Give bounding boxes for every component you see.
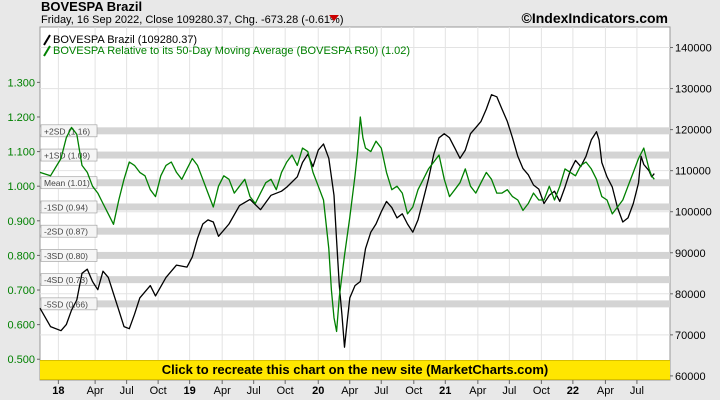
left-tick-label: 0.600 (7, 320, 35, 332)
x-tick-label: 19 (184, 385, 196, 397)
right-tick-label: 80000 (675, 289, 706, 301)
x-tick-label: Apr (87, 385, 104, 397)
right-tick-label: 90000 (675, 248, 706, 260)
x-tick-label: 22 (567, 385, 579, 397)
sd-band-label-box (40, 124, 98, 138)
x-tick-label: Apr (214, 385, 231, 397)
sd-band (40, 179, 670, 187)
chart-subtitle: Friday, 16 Sep 2022, Close 109280.37, Ch… (41, 14, 343, 26)
sd-band-label: -2SD (0.87) (44, 227, 88, 237)
sd-band-label: -3SD (0.80) (44, 251, 88, 261)
x-axis: 18 Apr Jul Oct 19 Apr Jul Oct 20 Apr Jul Oct 21 Apr Ju… (52, 380, 644, 397)
sd-band (40, 127, 670, 135)
x-tick-label: Oct (533, 385, 550, 397)
sd-band (40, 203, 670, 211)
chart-title: BOVESPA Brazil (41, 0, 142, 14)
sd-band-label-box (40, 273, 98, 286)
x-tick-label: Jul (374, 385, 388, 397)
series-line-bovespa (39, 94, 655, 348)
legend-black-swatch (43, 34, 51, 46)
sd-band-label-box (40, 297, 98, 311)
x-tick-label: Oct (150, 385, 167, 397)
legend-label-bovespa: BOVESPA Brazil (109280.37) (53, 34, 197, 46)
x-tick-label: 20 (312, 385, 324, 397)
x-tick-label: 18 (52, 385, 64, 397)
x-tick-label: Apr (597, 385, 614, 397)
left-tick-label: 0.800 (7, 250, 35, 262)
left-tick-label: 0.500 (7, 354, 35, 366)
sd-band-label: +1SD (1.09) (44, 151, 90, 161)
right-tick-label: 60000 (675, 371, 706, 383)
left-tick-label: 1.200 (7, 112, 35, 124)
sd-band-label: +2SD (1.16) (44, 126, 90, 136)
x-tick-label: Oct (405, 385, 422, 397)
series-lines (39, 94, 655, 348)
x-tick-label: Jul (630, 385, 644, 397)
site-label[interactable]: ©IndexIndicators.com (522, 10, 668, 26)
right-tick-label: 120000 (675, 125, 712, 137)
x-tick-label: Oct (277, 385, 294, 397)
sd-band (40, 151, 670, 159)
series-line-r50 (39, 116, 655, 333)
right-tick-label: 100000 (675, 207, 712, 219)
x-tick-label: Jul (247, 385, 261, 397)
left-tick-label: 1.100 (7, 147, 35, 159)
sd-band (40, 227, 670, 235)
left-tick-label: 0.700 (7, 285, 35, 297)
right-tick-label: 130000 (675, 84, 712, 96)
right-axis: 140000 130000 120000 110000 100000 90000 80000… (670, 43, 712, 383)
sd-band (40, 276, 670, 284)
left-tick-label: 1.300 (7, 77, 35, 89)
legend-label-r50: BOVESPA Relative to its 50-Day Moving Av… (53, 45, 410, 57)
sd-band-label: Mean (1.01) (44, 178, 90, 188)
sd-band-label: -1SD (0.94) (44, 202, 88, 212)
sd-band (40, 300, 670, 308)
legend: BOVESPA Brazil (109280.37) BOVESPA Relat… (43, 34, 410, 57)
x-tick-label: Apr (341, 385, 358, 397)
right-tick-label: 110000 (675, 166, 711, 178)
sd-band-label-box (40, 200, 98, 214)
sd-band-label-box (40, 176, 98, 190)
sd-band-label-box (40, 224, 98, 238)
down-triangle-icon (329, 15, 339, 21)
sd-band-label-box (40, 148, 98, 162)
sd-band-label: -5SD (0.66) (44, 299, 88, 309)
sd-band-label: -4SD (0.73) (44, 275, 88, 285)
right-tick-label: 70000 (675, 330, 706, 342)
x-tick-label: Jul (502, 385, 516, 397)
legend-green-swatch (43, 45, 51, 57)
sd-band (40, 251, 670, 259)
x-tick-label: 21 (439, 385, 451, 397)
left-tick-label: 0.900 (7, 216, 35, 228)
right-tick-label: 140000 (675, 43, 712, 55)
sd-bands: +2SD (1.16) +1SD (1.09) Mean (1.01) -1SD (0… (40, 124, 670, 311)
x-tick-label: Jul (120, 385, 134, 397)
left-tick-label: 1.000 (7, 181, 35, 193)
recreate-chart-banner[interactable]: Click to recreate this chart on the new … (40, 360, 670, 380)
left-axis: 1.300 1.200 1.100 1.000 0.900 0.800 0.700 0.600… (7, 77, 40, 366)
sd-band-label-box (40, 249, 98, 262)
x-tick-label: Apr (469, 385, 486, 397)
